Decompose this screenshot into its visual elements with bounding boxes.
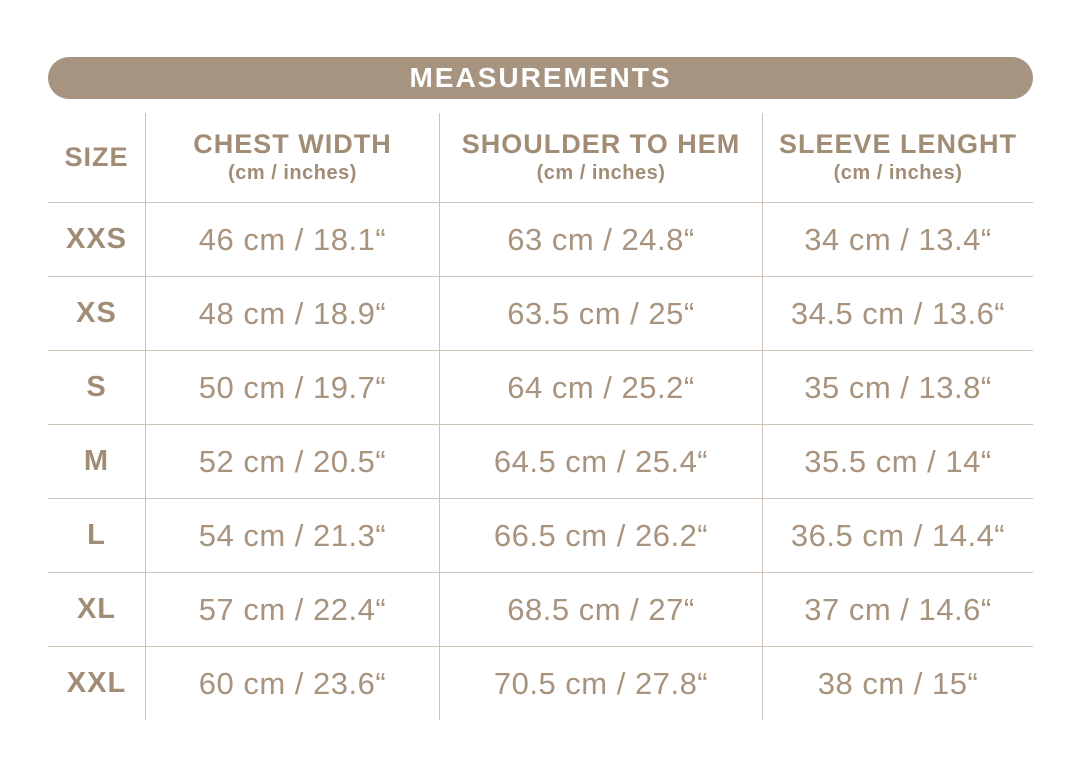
column-header-shoulder-to-hem: SHOULDER TO HEM (cm / inches) — [440, 113, 763, 202]
size-label: XXS — [65, 223, 128, 255]
column-header-label: CHEST WIDTH — [193, 128, 392, 159]
column-header-sublabel: (cm / inches) — [833, 162, 963, 185]
chest-width-cell: 52 cm / 20.5“ — [146, 425, 440, 498]
shoulder-to-hem-cell: 64 cm / 25.2“ — [440, 351, 763, 424]
size-cell: XS — [48, 277, 146, 350]
column-header-label: SIZE — [64, 141, 129, 172]
size-label: XL — [76, 593, 117, 625]
size-cell: XXS — [48, 203, 146, 276]
column-header-sublabel: (cm / inches) — [228, 162, 357, 185]
table-header-row: SIZE CHEST WIDTH (cm / inches) SHOULDER … — [48, 113, 1033, 203]
table-row-xxs: XXS 46 cm / 18.1“ 63 cm / 24.8“ 34 cm / … — [48, 203, 1033, 277]
column-header-label: SLEEVE LENGHT — [778, 128, 1018, 159]
chest-width-cell: 48 cm / 18.9“ — [146, 277, 440, 350]
sleeve-length-cell: 34.5 cm / 13.6“ — [763, 277, 1033, 350]
sleeve-length-value: 34.5 cm / 13.6“ — [790, 295, 1006, 331]
size-cell: L — [48, 499, 146, 572]
size-label: S — [86, 371, 107, 403]
chest-width-cell: 54 cm / 21.3“ — [146, 499, 440, 572]
size-label: XS — [76, 297, 117, 329]
shoulder-to-hem-value: 63.5 cm / 25“ — [507, 295, 695, 331]
sleeve-length-value: 35.5 cm / 14“ — [804, 443, 992, 479]
sleeve-length-value: 35 cm / 13.8“ — [804, 369, 992, 405]
column-header-sleeve-length: SLEEVE LENGHT (cm / inches) — [763, 113, 1033, 202]
sleeve-length-value: 38 cm / 15“ — [817, 665, 979, 701]
sleeve-length-cell: 34 cm / 13.4“ — [763, 203, 1033, 276]
shoulder-to-hem-cell: 68.5 cm / 27“ — [440, 573, 763, 646]
shoulder-to-hem-value: 68.5 cm / 27“ — [507, 591, 695, 627]
sleeve-length-value: 34 cm / 13.4“ — [804, 221, 992, 257]
chest-width-cell: 50 cm / 19.7“ — [146, 351, 440, 424]
chest-width-value: 57 cm / 22.4“ — [198, 591, 387, 627]
size-label: M — [83, 445, 110, 477]
table-row-m: M 52 cm / 20.5“ 64.5 cm / 25.4“ 35.5 cm … — [48, 425, 1033, 499]
chest-width-value: 50 cm / 19.7“ — [198, 369, 387, 405]
sleeve-length-cell: 35.5 cm / 14“ — [763, 425, 1033, 498]
table-row-xxl: XXL 60 cm / 23.6“ 70.5 cm / 27.8“ 38 cm … — [48, 647, 1033, 720]
chest-width-value: 46 cm / 18.1“ — [198, 221, 387, 257]
shoulder-to-hem-cell: 63.5 cm / 25“ — [440, 277, 763, 350]
size-cell: XL — [48, 573, 146, 646]
shoulder-to-hem-value: 64 cm / 25.2“ — [507, 369, 695, 405]
shoulder-to-hem-value: 66.5 cm / 26.2“ — [493, 517, 709, 553]
chest-width-value: 54 cm / 21.3“ — [198, 517, 387, 553]
measurements-header-pill: MEASUREMENTS — [48, 57, 1033, 99]
sleeve-length-cell: 38 cm / 15“ — [763, 647, 1033, 720]
size-label: L — [87, 519, 106, 551]
column-header-sublabel: (cm / inches) — [536, 162, 666, 185]
shoulder-to-hem-value: 70.5 cm / 27.8“ — [493, 665, 709, 701]
table-row-xl: XL 57 cm / 22.4“ 68.5 cm / 27“ 37 cm / 1… — [48, 573, 1033, 647]
chest-width-cell: 60 cm / 23.6“ — [146, 647, 440, 720]
table-row-l: L 54 cm / 21.3“ 66.5 cm / 26.2“ 36.5 cm … — [48, 499, 1033, 573]
column-header-label: SHOULDER TO HEM — [461, 128, 741, 159]
chest-width-value: 48 cm / 18.9“ — [198, 295, 387, 331]
sleeve-length-cell: 37 cm / 14.6“ — [763, 573, 1033, 646]
shoulder-to-hem-cell: 70.5 cm / 27.8“ — [440, 647, 763, 720]
table-row-s: S 50 cm / 19.7“ 64 cm / 25.2“ 35 cm / 13… — [48, 351, 1033, 425]
column-header-chest-width: CHEST WIDTH (cm / inches) — [146, 113, 440, 202]
shoulder-to-hem-value: 64.5 cm / 25.4“ — [493, 443, 709, 479]
chest-width-cell: 46 cm / 18.1“ — [146, 203, 440, 276]
size-label: XXL — [66, 667, 127, 699]
size-guide-content: MEASUREMENTS SIZE CHEST WIDTH (cm / inch… — [48, 57, 1033, 720]
measurements-table: SIZE CHEST WIDTH (cm / inches) SHOULDER … — [48, 113, 1033, 720]
measurements-title: MEASUREMENTS — [409, 62, 672, 93]
size-cell: S — [48, 351, 146, 424]
sleeve-length-value: 37 cm / 14.6“ — [804, 591, 992, 627]
size-cell: XXL — [48, 647, 146, 720]
shoulder-to-hem-value: 63 cm / 24.8“ — [507, 221, 695, 257]
shoulder-to-hem-cell: 64.5 cm / 25.4“ — [440, 425, 763, 498]
chest-width-value: 60 cm / 23.6“ — [198, 665, 387, 701]
chest-width-cell: 57 cm / 22.4“ — [146, 573, 440, 646]
column-header-size: SIZE — [48, 113, 146, 202]
chest-width-value: 52 cm / 20.5“ — [198, 443, 387, 479]
sleeve-length-cell: 35 cm / 13.8“ — [763, 351, 1033, 424]
shoulder-to-hem-cell: 63 cm / 24.8“ — [440, 203, 763, 276]
shoulder-to-hem-cell: 66.5 cm / 26.2“ — [440, 499, 763, 572]
sleeve-length-cell: 36.5 cm / 14.4“ — [763, 499, 1033, 572]
table-row-xs: XS 48 cm / 18.9“ 63.5 cm / 25“ 34.5 cm /… — [48, 277, 1033, 351]
sleeve-length-value: 36.5 cm / 14.4“ — [790, 517, 1006, 553]
size-cell: M — [48, 425, 146, 498]
